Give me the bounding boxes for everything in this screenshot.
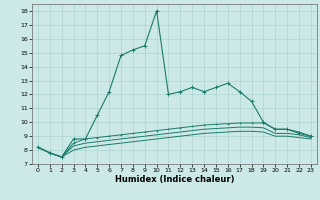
X-axis label: Humidex (Indice chaleur): Humidex (Indice chaleur) (115, 175, 234, 184)
